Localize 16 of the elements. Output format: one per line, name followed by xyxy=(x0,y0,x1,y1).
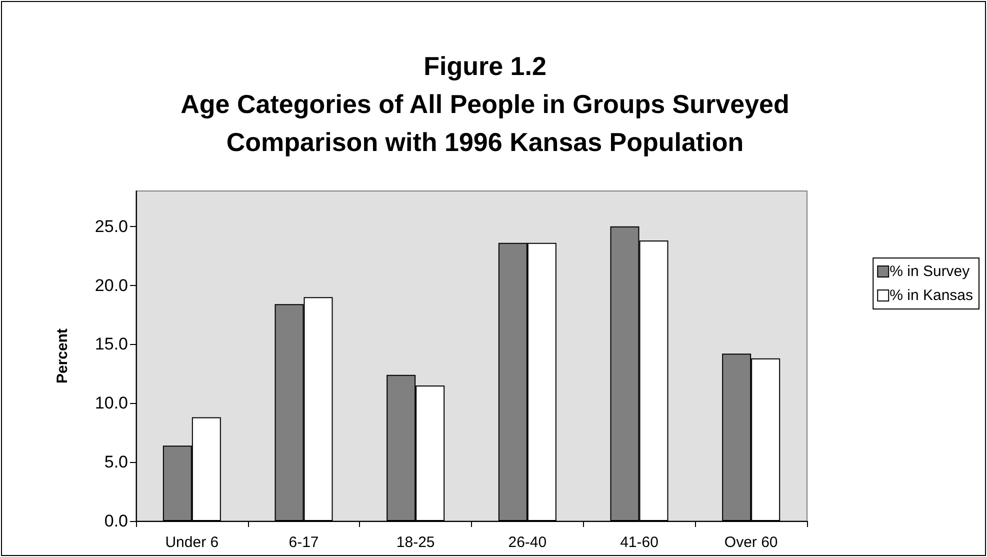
x-tick-label: Over 60 xyxy=(724,534,778,551)
x-tick-label: 41-60 xyxy=(620,534,658,551)
y-tick-label: 0.0 xyxy=(104,512,128,530)
y-tick-label: 15.0 xyxy=(94,334,128,354)
y-tick-label: 10.0 xyxy=(94,394,128,413)
y-axis-title: Percent xyxy=(54,328,71,384)
x-tick-label: 18-25 xyxy=(396,534,435,551)
legend-label: % in Survey xyxy=(890,263,970,280)
x-tick-label: 26-40 xyxy=(508,534,547,551)
x-tick-label: Under 6 xyxy=(165,534,219,551)
y-tick-label: 20.0 xyxy=(94,276,128,295)
y-tick-label: 25.0 xyxy=(94,216,128,236)
chart-title: Figure 1.2 Age Categories of All People in Groups Surveyed Comparison with 1996 Kansas Population xyxy=(180,51,790,157)
legend-label: % in Kansas xyxy=(890,287,974,304)
y-tick-label: 5.0 xyxy=(104,452,128,472)
x-tick-label: 6-17 xyxy=(288,534,319,551)
